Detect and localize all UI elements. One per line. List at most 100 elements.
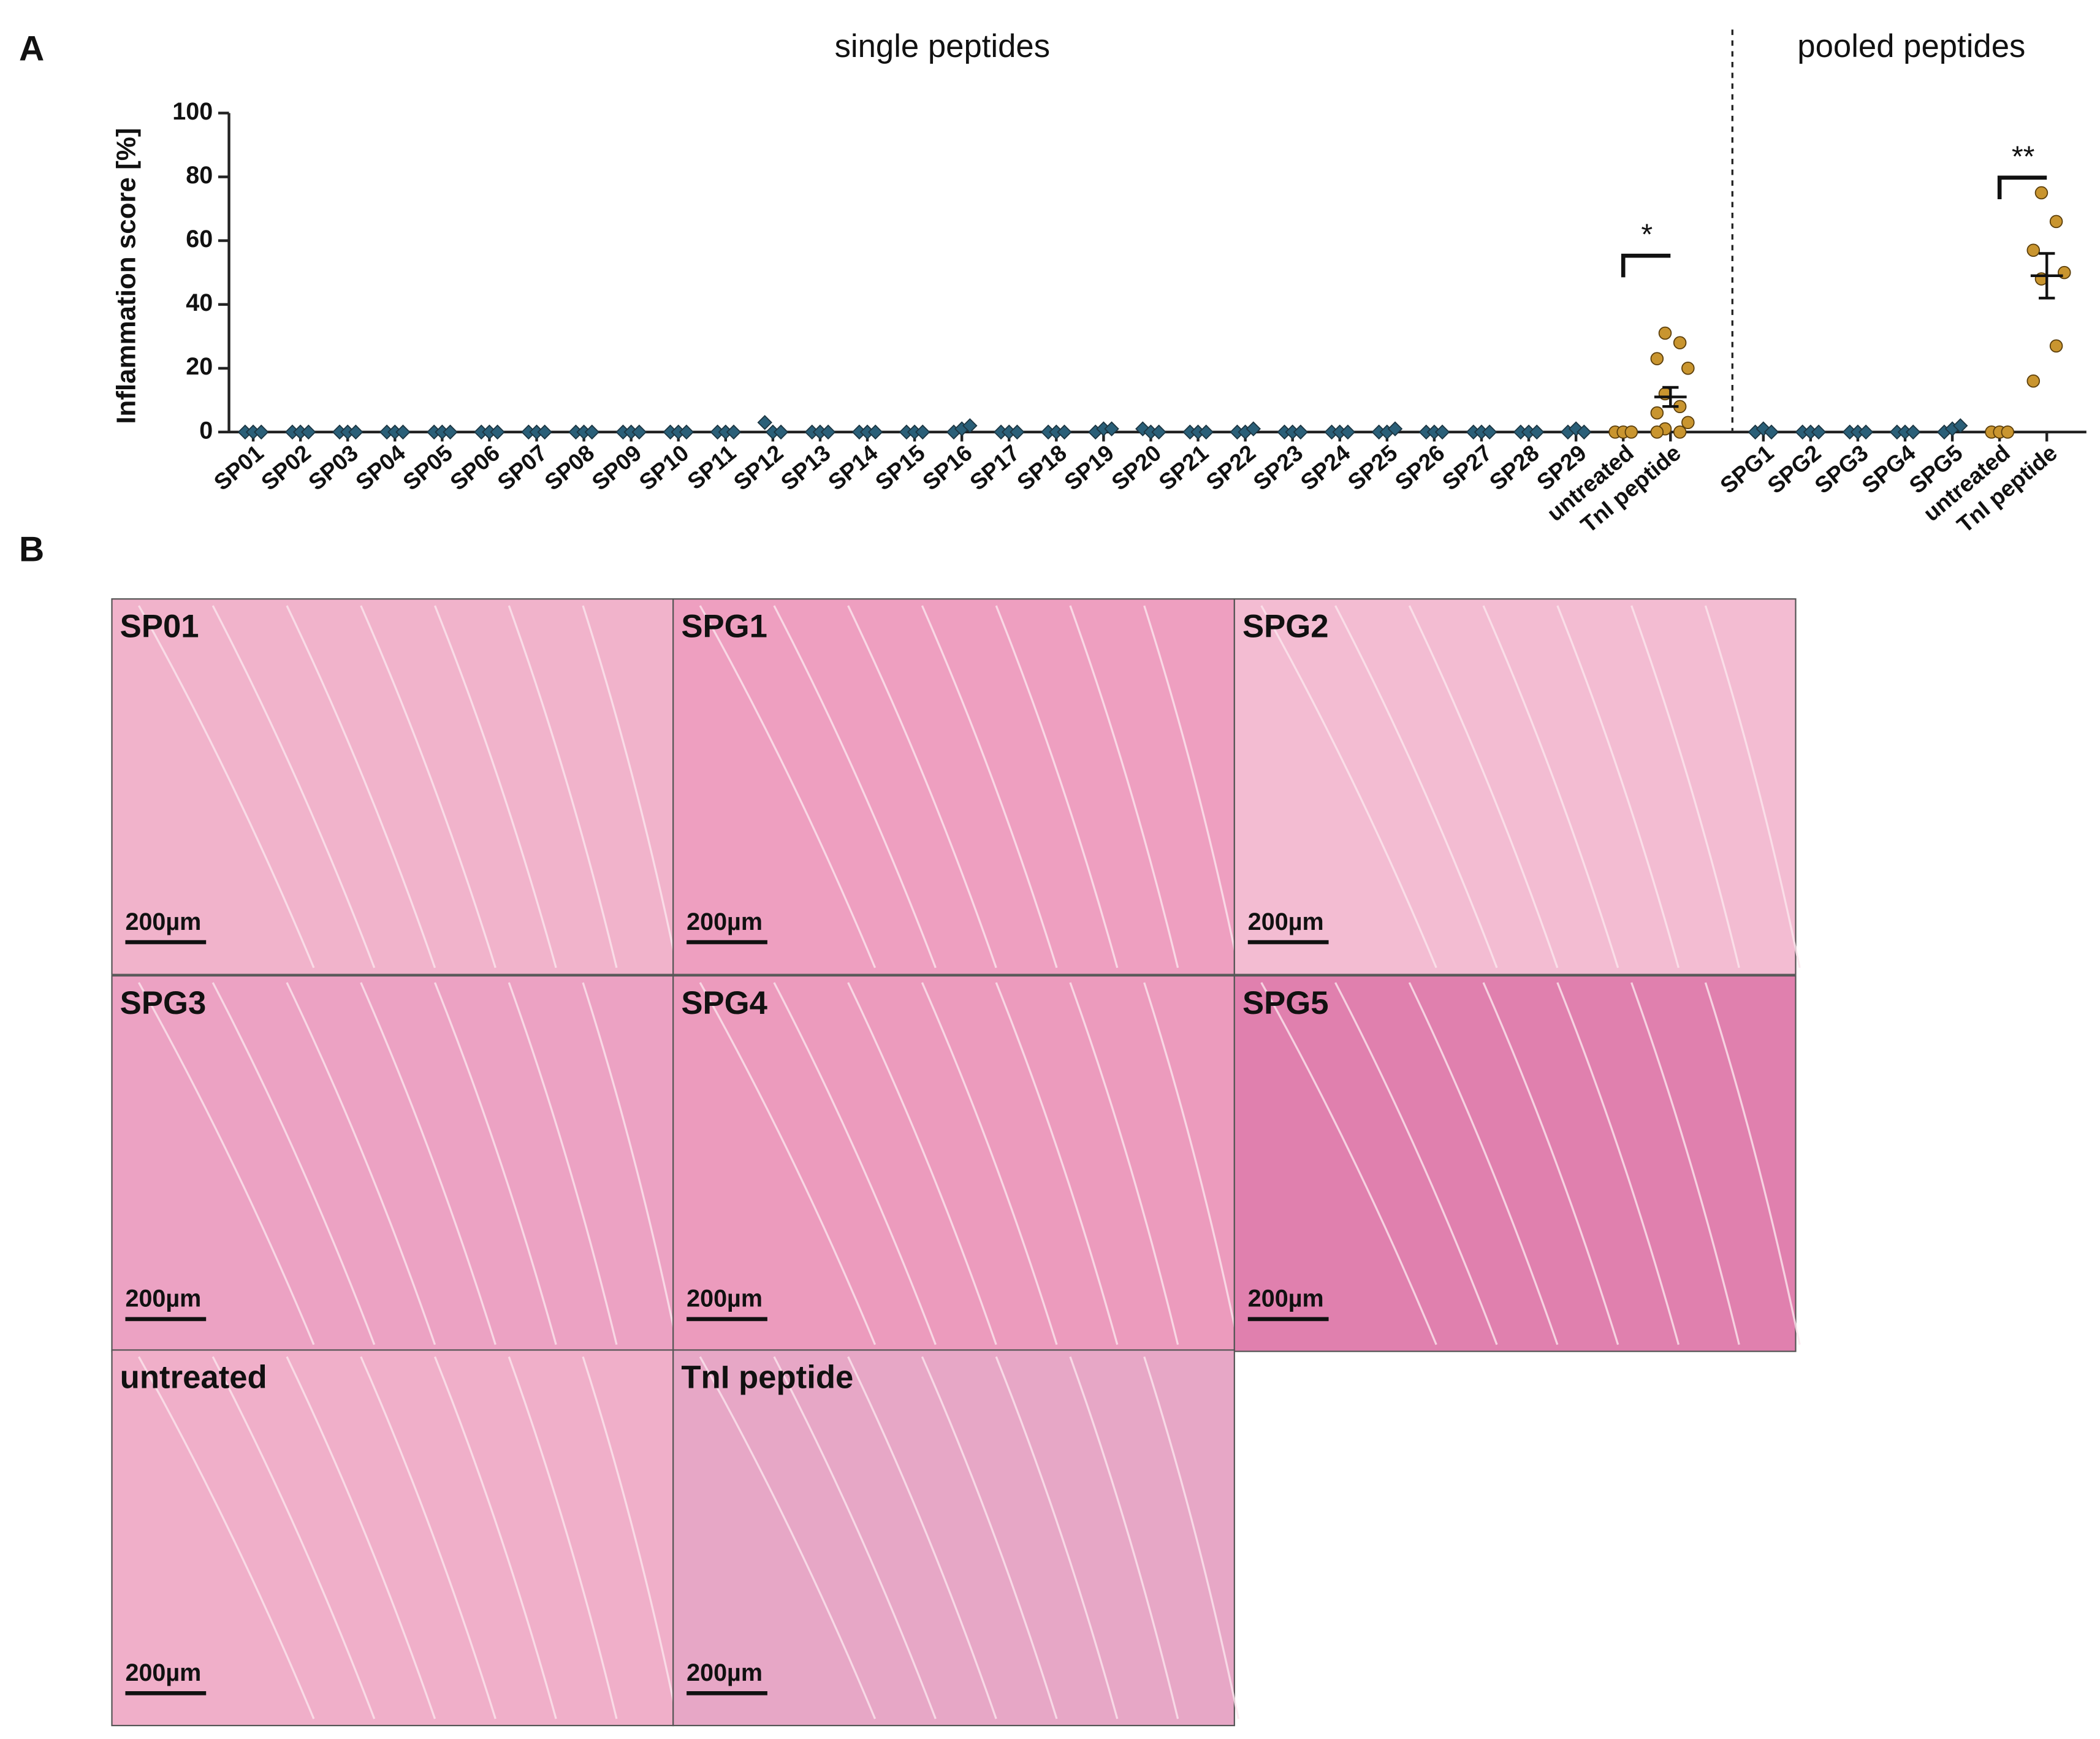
data-point	[395, 424, 411, 440]
tissue-fiber	[137, 982, 315, 1345]
data-point	[1529, 424, 1545, 440]
data-point	[1811, 424, 1827, 440]
x-tick-label: SP20	[1106, 440, 1166, 495]
tissue-fiber	[360, 982, 496, 1345]
data-point	[1953, 418, 1968, 433]
data-point	[2049, 215, 2063, 229]
tissue-fiber	[286, 605, 436, 968]
tissue-fiber	[286, 982, 436, 1345]
significance-label: *	[1641, 218, 1653, 251]
x-tick-label: SP04	[351, 440, 410, 495]
data-point	[757, 415, 772, 430]
data-point	[2034, 186, 2049, 200]
panel-label: B	[19, 530, 44, 569]
tissue-fiber	[508, 605, 618, 968]
data-point	[1104, 421, 1119, 436]
x-tick-label: SP26	[1390, 440, 1450, 495]
data-point	[443, 424, 458, 440]
x-tick-label: SP12	[729, 440, 788, 495]
data-point	[820, 424, 836, 440]
tissue-fiber	[773, 982, 937, 1345]
tissue-fiber	[1482, 605, 1619, 968]
tissue-fiber	[1408, 605, 1559, 968]
x-tick-label: SP24	[1295, 440, 1355, 495]
tissue-fiber	[1334, 605, 1498, 968]
tile-label: SPG4	[681, 985, 767, 1021]
tissue-fiber	[847, 982, 997, 1345]
x-tick-label: SP28	[1485, 440, 1544, 495]
data-point	[1293, 424, 1309, 440]
tissue-fiber	[1556, 982, 1680, 1345]
tissue-fiber	[773, 1356, 937, 1719]
x-tick-label: SP25	[1343, 440, 1402, 495]
tissue-fiber	[582, 1356, 679, 1719]
tissue-fiber	[360, 1356, 496, 1719]
x-tick-label: SP02	[256, 440, 316, 495]
data-point	[1681, 362, 1695, 375]
histology-tile	[111, 598, 674, 975]
data-point	[1650, 352, 1664, 365]
data-point	[1434, 424, 1450, 440]
x-tick-label: SP06	[445, 440, 504, 495]
x-tick-label: SP07	[492, 440, 552, 495]
data-point	[1650, 406, 1664, 420]
tissue-fiber	[699, 982, 877, 1345]
histology-tile	[111, 1349, 674, 1727]
tissue-fiber	[1556, 605, 1680, 968]
tissue-fiber	[1704, 982, 1801, 1345]
y-tick-label: 60	[186, 226, 213, 253]
data-point	[1387, 421, 1403, 436]
data-point	[1198, 424, 1214, 440]
scale-label: 200µm	[687, 1659, 763, 1686]
tissue-fiber	[1334, 982, 1498, 1345]
panel-label: A	[19, 29, 44, 69]
tissue-fiber	[1143, 1356, 1240, 1719]
tissue-fiber	[211, 605, 376, 968]
tissue-fiber	[1143, 605, 1240, 968]
x-tick-label: SP15	[870, 440, 930, 495]
scale-label: 200µm	[125, 1659, 201, 1686]
tissue-fiber	[508, 982, 618, 1345]
tissue-fiber	[1260, 982, 1437, 1345]
data-point	[2049, 339, 2063, 353]
tissue-fiber	[508, 1356, 618, 1719]
tissue-fiber	[1260, 605, 1437, 968]
tissue-fiber	[1069, 1356, 1179, 1719]
tissue-fiber	[433, 982, 557, 1345]
x-tick-label: SP09	[587, 440, 646, 495]
x-tick-label: SPG1	[1715, 440, 1778, 498]
data-point	[1624, 425, 1638, 439]
data-point	[348, 424, 363, 440]
tissue-fiber	[582, 605, 679, 968]
data-point	[2001, 425, 2015, 439]
data-point	[631, 424, 647, 440]
x-tick-label: SP19	[1059, 440, 1119, 495]
histology-tile	[111, 975, 674, 1352]
data-point	[490, 424, 505, 440]
y-axis-label: Inflammation score [%]	[111, 128, 141, 424]
scale-label: 200µm	[125, 1285, 201, 1312]
x-tick-label: SP05	[398, 440, 457, 495]
group-title: pooled peptides	[1797, 28, 2025, 64]
data-point	[301, 424, 316, 440]
scale-label: 200µm	[687, 908, 763, 935]
tissue-fiber	[1630, 982, 1740, 1345]
x-tick-label: SP21	[1154, 440, 1213, 495]
tissue-fiber	[921, 605, 1058, 968]
data-point	[1482, 424, 1497, 440]
tissue-fiber	[1482, 982, 1619, 1345]
tissue-fiber	[1704, 605, 1801, 968]
tile-label: SPG3	[120, 985, 207, 1021]
histology-tile	[672, 598, 1235, 975]
data-point	[2026, 243, 2041, 257]
histology-tile	[1233, 975, 1797, 1352]
x-tick-label: SP18	[1012, 440, 1071, 495]
scale-label: 200µm	[687, 1285, 763, 1312]
x-tick-label: SP22	[1201, 440, 1260, 495]
tissue-fiber	[286, 1356, 436, 1719]
x-tick-label: SP11	[682, 440, 740, 495]
tissue-fiber	[995, 1356, 1119, 1719]
data-point	[1057, 424, 1072, 440]
x-tick-label: SP01	[209, 440, 268, 495]
tissue-fiber	[847, 605, 997, 968]
